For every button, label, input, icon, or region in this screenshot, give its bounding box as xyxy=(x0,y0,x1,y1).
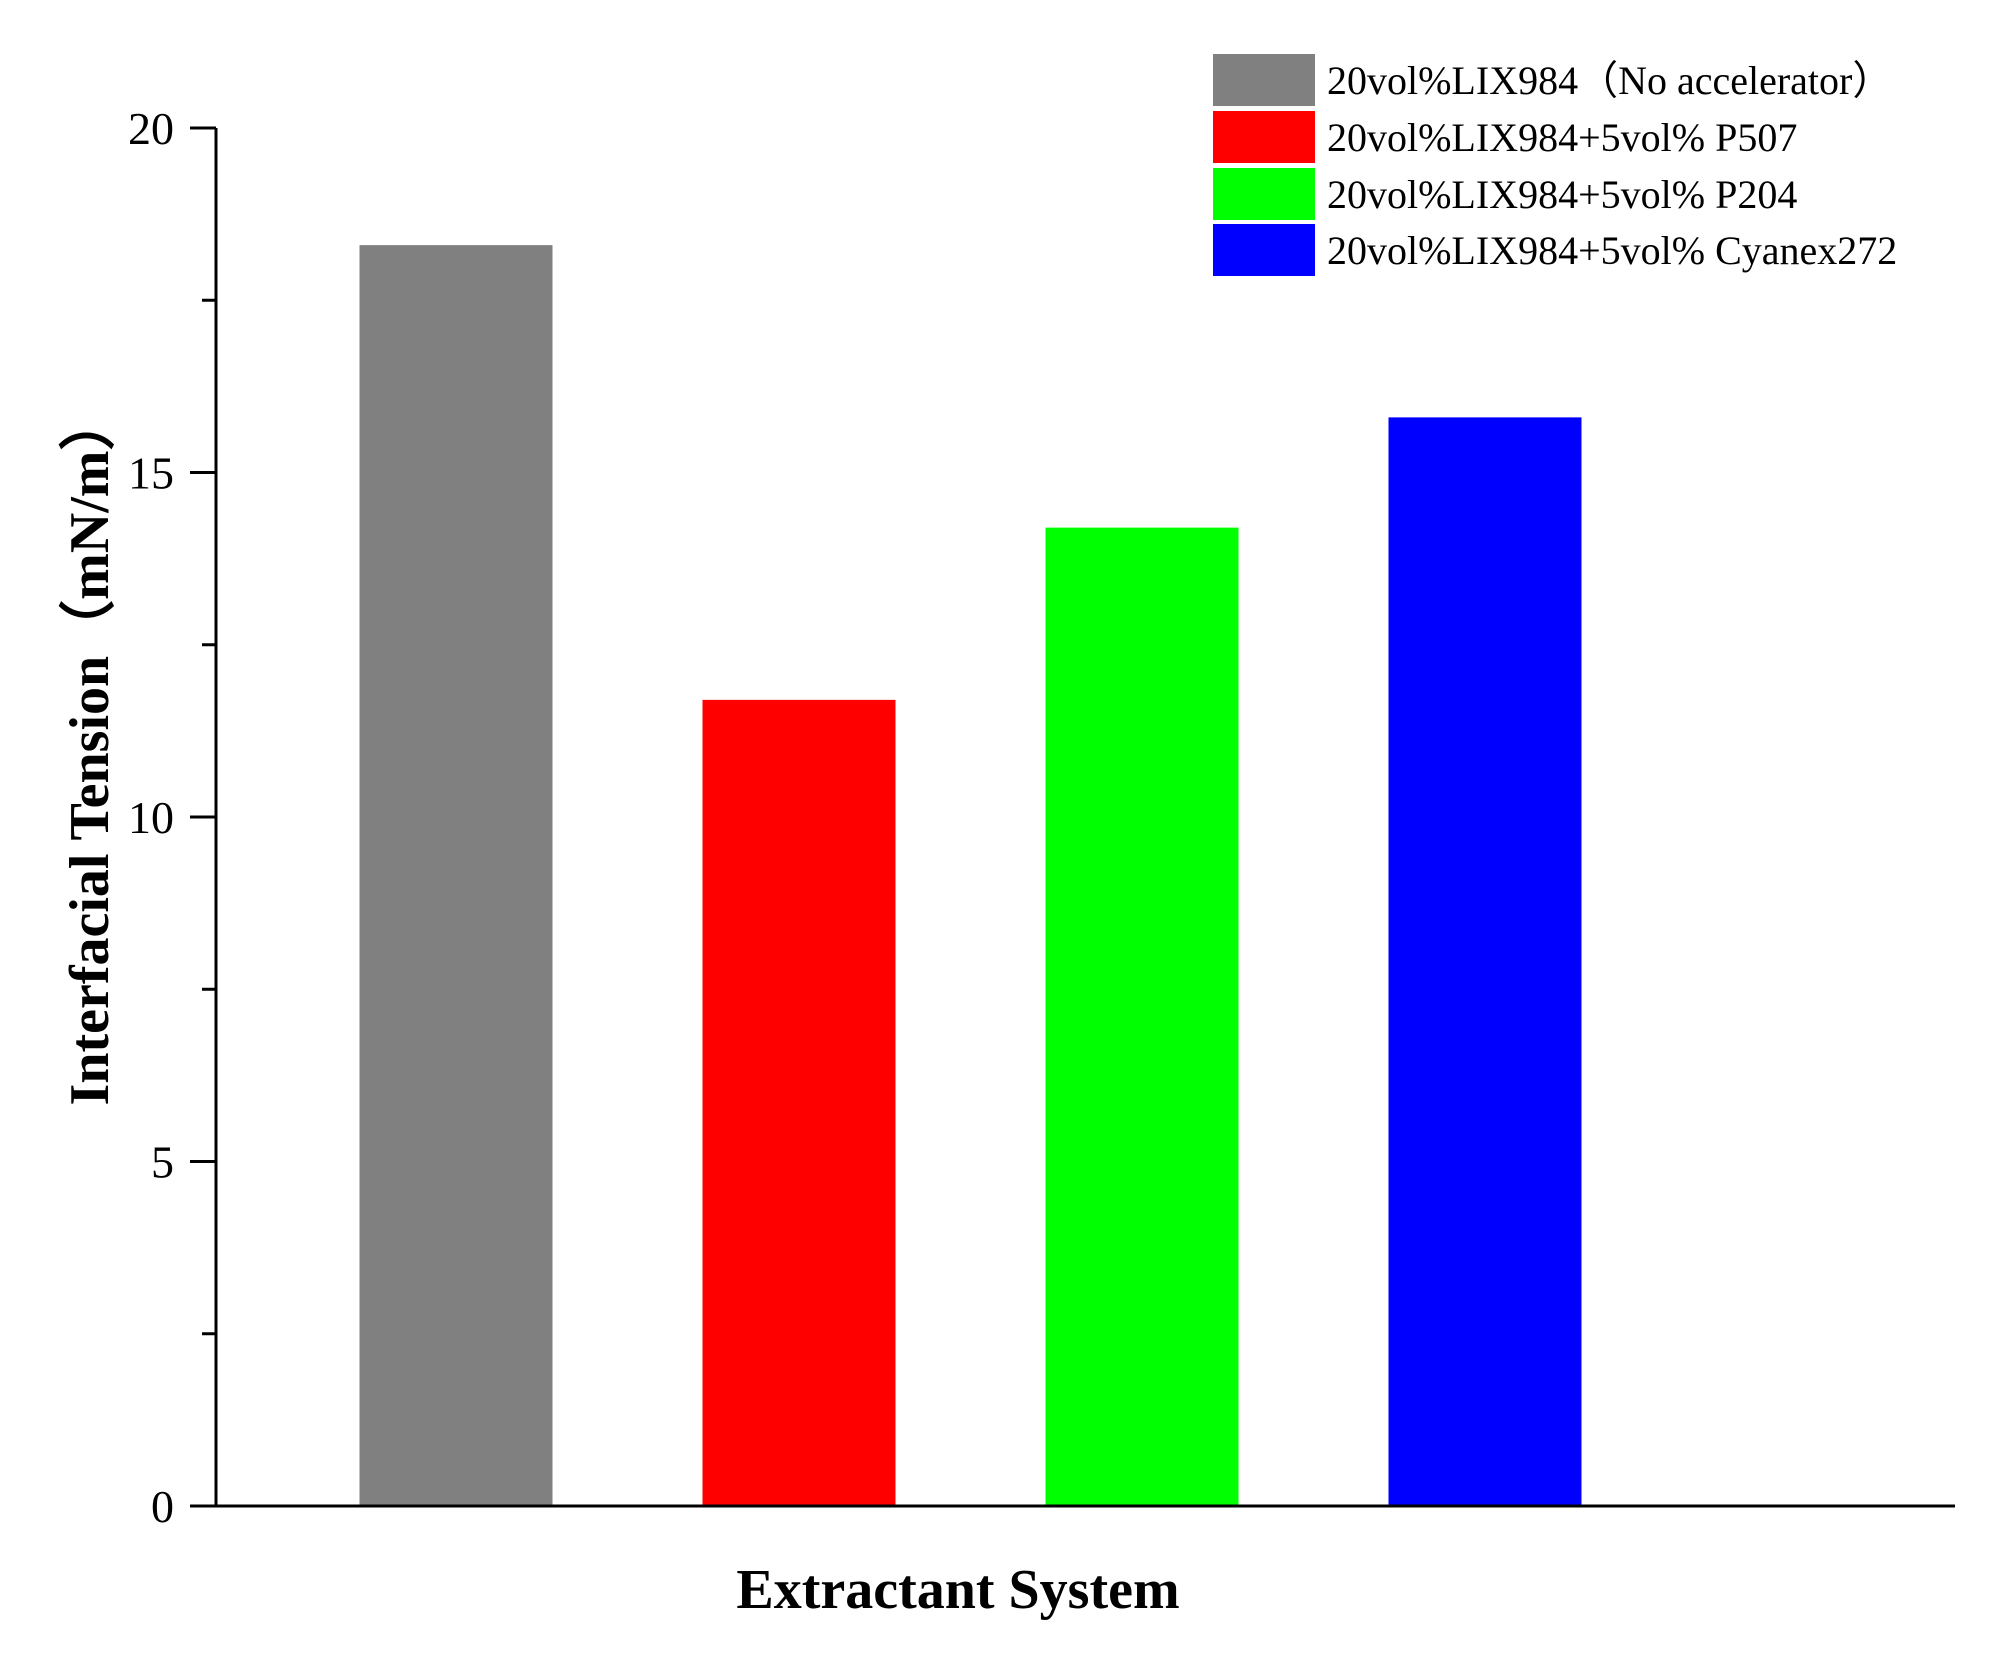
legend-swatch-4 xyxy=(1213,224,1315,276)
y-ticks-group: 0 5 10 15 20 xyxy=(128,103,216,1532)
legend-label-1: 20vol%LIX984（No accelerator） xyxy=(1327,58,1892,103)
bars-group xyxy=(359,245,1582,1506)
bar-2 xyxy=(702,699,896,1506)
legend: 20vol%LIX984（No accelerator） 20vol%LIX984… xyxy=(1213,54,1897,276)
x-axis-title: Extractant System xyxy=(736,1559,1179,1621)
bar-3 xyxy=(1045,527,1239,1506)
legend-label-3: 20vol%LIX984+5vol% P204 xyxy=(1327,172,1797,217)
bar-1 xyxy=(359,245,553,1506)
y-tick-label-1: 5 xyxy=(151,1137,174,1188)
legend-label-2: 20vol%LIX984+5vol% P507 xyxy=(1327,115,1797,160)
legend-swatch-2 xyxy=(1213,111,1315,163)
y-tick-label-0: 0 xyxy=(151,1481,174,1532)
y-axis-title: Interfacial Tension（mN/m） xyxy=(58,395,121,1106)
y-tick-label-3: 15 xyxy=(128,448,174,499)
y-tick-label-2: 10 xyxy=(128,792,174,843)
y-tick-label-4: 20 xyxy=(128,103,174,154)
legend-label-4: 20vol%LIX984+5vol% Cyanex272 xyxy=(1327,228,1897,273)
legend-swatch-3 xyxy=(1213,168,1315,220)
bar-4 xyxy=(1388,417,1582,1506)
legend-swatch-1 xyxy=(1213,54,1315,106)
